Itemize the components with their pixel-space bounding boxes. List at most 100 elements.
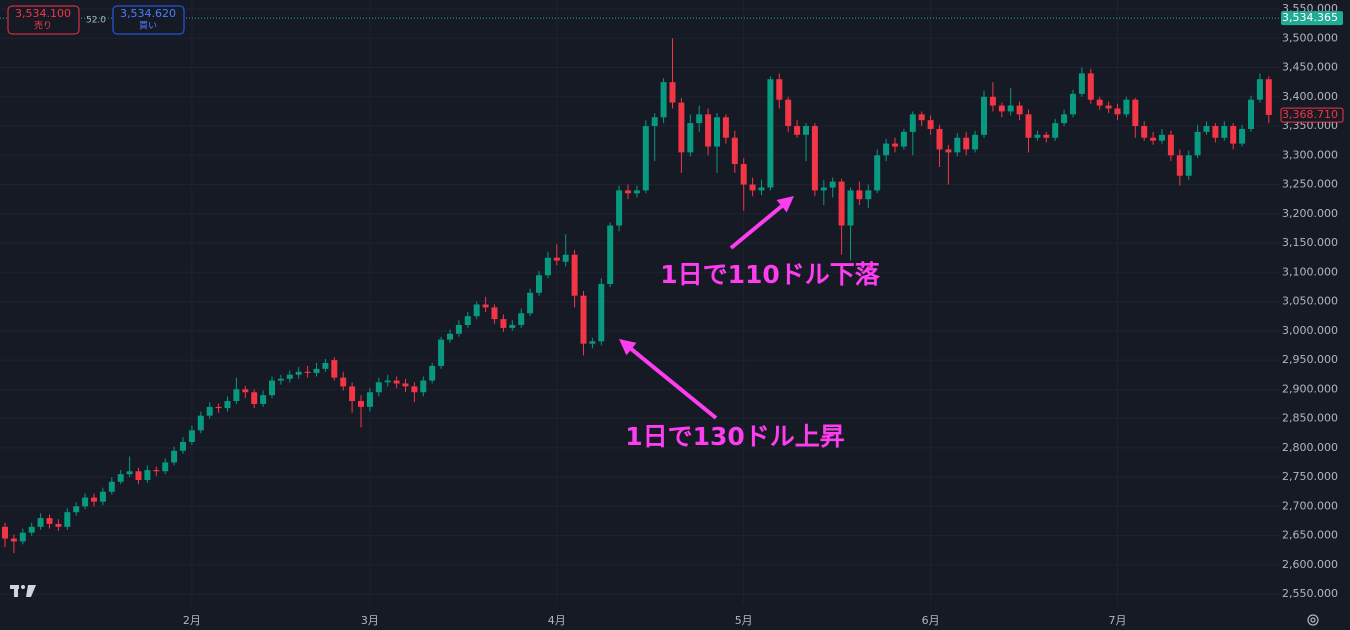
x-tick-label: 6月 <box>922 614 940 627</box>
y-tick-label: 3,450.000 <box>1282 61 1338 74</box>
candle-body <box>1007 105 1014 112</box>
candle-body <box>277 378 284 381</box>
candle-body <box>215 406 222 409</box>
annotation-arrow-head <box>776 196 794 213</box>
y-tick-label: 2,550.000 <box>1282 587 1338 600</box>
candle-body <box>242 389 249 393</box>
candle-body <box>669 82 676 103</box>
candle-body <box>722 117 729 138</box>
candle-body <box>740 164 747 185</box>
candle-body <box>803 126 809 135</box>
candle-body <box>785 99 792 127</box>
sell-button[interactable] <box>7 5 80 35</box>
candle-body <box>883 143 890 156</box>
buy-button[interactable] <box>112 5 185 35</box>
y-tick-label: 3,500.000 <box>1282 31 1338 44</box>
candle-body <box>322 363 329 369</box>
annotation: 1日で130ドル上昇 <box>625 422 845 451</box>
candle-body <box>366 392 373 407</box>
last-price-tag <box>1280 107 1344 123</box>
candle-body <box>1061 114 1068 124</box>
candle-body <box>2 526 8 539</box>
candle-body <box>455 324 462 334</box>
annotation: 1日で110ドル下落 <box>660 260 881 289</box>
candle-body <box>678 102 685 153</box>
candle-body <box>838 181 845 226</box>
y-tick-label: 2,800.000 <box>1282 441 1338 454</box>
candle-body <box>117 474 124 482</box>
candle-body <box>829 181 836 188</box>
candle-body <box>286 374 293 379</box>
candle-body <box>571 254 578 296</box>
candle-body <box>1096 99 1103 106</box>
candle-body <box>1087 73 1094 100</box>
candle-body <box>633 190 640 194</box>
candle-body <box>1114 108 1121 115</box>
y-tick-label: 2,950.000 <box>1282 353 1338 366</box>
candle-body <box>1239 128 1246 144</box>
candle-body <box>99 491 106 502</box>
candle-body <box>10 538 17 542</box>
candle-body <box>714 117 720 147</box>
candle-body <box>1132 99 1139 127</box>
candle-body <box>642 126 649 191</box>
settings-icon[interactable] <box>1307 614 1319 626</box>
y-tick-label: 3,000.000 <box>1282 324 1338 337</box>
candle-body <box>1016 105 1023 115</box>
candle-body <box>162 462 169 472</box>
candle-body <box>1256 79 1263 100</box>
candle-body <box>1194 131 1201 156</box>
candle-body <box>144 470 151 481</box>
candle-body <box>1185 155 1192 176</box>
candle-body <box>1141 126 1148 138</box>
candle-body <box>224 401 231 409</box>
candle-body <box>705 114 712 147</box>
candle-body <box>1078 73 1085 94</box>
candle-body <box>73 506 80 513</box>
x-tick-label: 3月 <box>361 614 379 627</box>
candle-body <box>1265 79 1272 115</box>
candle-body <box>1025 114 1032 138</box>
y-tick-label: 2,850.000 <box>1282 412 1338 425</box>
candle-body <box>37 518 44 527</box>
candle-body <box>562 254 569 262</box>
logo <box>10 585 36 597</box>
candle-body <box>402 383 409 387</box>
candle-body <box>1167 134 1174 156</box>
x-tick-label: 4月 <box>548 614 566 627</box>
candle-body <box>749 184 756 191</box>
candle-body <box>847 190 854 226</box>
candle-body <box>304 371 311 373</box>
candle-body <box>82 497 89 507</box>
candle-body <box>126 471 133 475</box>
candle-body <box>856 190 863 200</box>
candle-body <box>1150 137 1157 141</box>
y-tick-label: 2,700.000 <box>1282 499 1338 512</box>
candle-body <box>972 134 979 150</box>
y-tick-label: 3,100.000 <box>1282 265 1338 278</box>
candle-body <box>687 123 694 153</box>
candle-body <box>998 105 1005 112</box>
candle-body <box>731 137 738 165</box>
candle-body <box>865 190 872 200</box>
candle-body <box>1221 126 1228 138</box>
y-tick-label: 2,600.000 <box>1282 558 1338 571</box>
candle-body <box>375 382 382 393</box>
candle-body <box>295 371 302 375</box>
candle-body <box>180 441 186 451</box>
candle-body <box>651 117 658 127</box>
candle-body <box>260 395 267 404</box>
candle-body <box>874 155 881 191</box>
candle-body <box>918 114 925 121</box>
candle-body <box>607 225 614 285</box>
candle-body <box>251 392 258 404</box>
candle-body <box>616 190 623 226</box>
candle-body <box>820 187 827 191</box>
y-tick-label: 3,150.000 <box>1282 236 1338 249</box>
y-tick-label: 3,200.000 <box>1282 207 1338 220</box>
logo-part <box>14 585 18 597</box>
candle-body <box>1034 134 1041 138</box>
candle-body <box>1203 126 1210 132</box>
logo-part <box>21 585 25 589</box>
